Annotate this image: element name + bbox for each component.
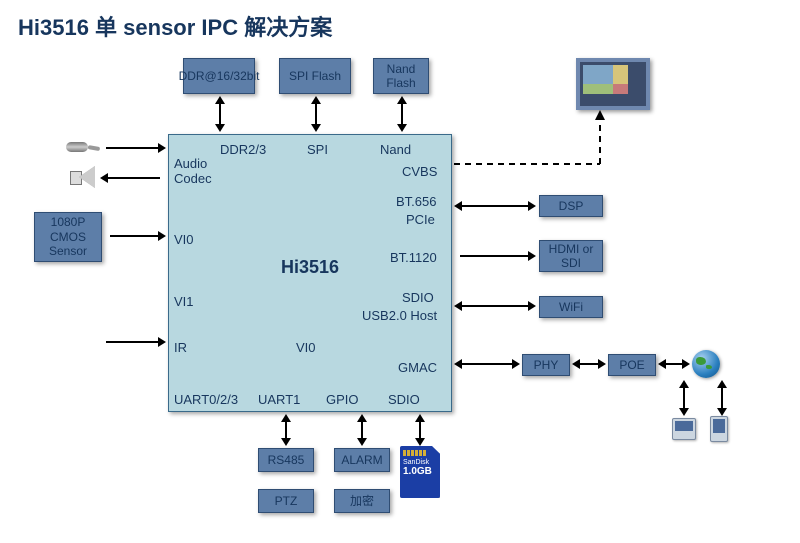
sdcard-capacity: 1.0GB: [403, 466, 437, 477]
chip-port-label: VI1: [174, 294, 194, 309]
chip-port-label: CVBS: [402, 164, 437, 179]
sdcard-icon: SanDisk 1.0GB: [400, 446, 440, 498]
arrow-a-mic: [100, 140, 166, 156]
arrow-a-cvbs: [454, 110, 630, 170]
chip-port-label: SPI: [307, 142, 328, 157]
arrow-a-sd: [412, 414, 428, 446]
arrow-a-spi: [308, 96, 324, 132]
box-alarm: ALARM: [334, 448, 390, 472]
chip-port-label: UART1: [258, 392, 300, 407]
arrow-a-phy: [454, 356, 520, 372]
box-phy: PHY: [522, 354, 570, 376]
chip-port-label: VI0: [174, 232, 194, 247]
box-hdmi: HDMI or SDI: [539, 240, 603, 272]
arrow-a-spk: [100, 170, 166, 186]
box-wifi: WiFi: [539, 296, 603, 318]
microphone-icon: [66, 140, 100, 154]
chip-port-label: Audio Codec: [174, 156, 224, 186]
box-ptz: PTZ: [258, 489, 314, 513]
chip-port-label: PCIe: [406, 212, 435, 227]
arrow-a-ddr: [212, 96, 228, 132]
box-crypto: 加密: [334, 489, 390, 513]
box-nandf: Nand Flash: [373, 58, 429, 94]
chip-port-label: BT.1120: [390, 250, 437, 265]
arrow-a-wifi: [454, 298, 536, 314]
chip-port-label: DDR2/3: [220, 142, 266, 157]
chip-port-label: Nand: [380, 142, 411, 157]
arrow-a-phpoe: [572, 356, 606, 372]
arrow-a-alarm: [354, 414, 370, 446]
chip-name: Hi3516: [281, 257, 339, 278]
arrow-a-glap: [676, 380, 692, 416]
chip-port-label: VI0: [296, 340, 316, 355]
arrow-a-ir: [100, 334, 166, 350]
chip-port-label: GPIO: [326, 392, 359, 407]
box-poe: POE: [608, 354, 656, 376]
arrow-a-sens: [104, 228, 166, 244]
box-rs485: RS485: [258, 448, 314, 472]
arrow-a-dsp: [454, 198, 536, 214]
monitor-icon: [576, 58, 650, 110]
box-sensor: 1080P CMOS Sensor: [34, 212, 102, 262]
chip-port-label: SDIO: [388, 392, 420, 407]
speaker-icon: [70, 166, 98, 188]
chip-port-label: USB2.0 Host: [362, 308, 437, 323]
box-spif: SPI Flash: [279, 58, 351, 94]
sdcard-brand: SanDisk: [403, 459, 437, 466]
box-dsp: DSP: [539, 195, 603, 217]
chip-port-label: BT.656: [396, 194, 436, 209]
page-title: Hi3516 单 sensor IPC 解决方案: [18, 10, 332, 42]
chip-port-label: IR: [174, 340, 187, 355]
chip-port-label: GMAC: [398, 360, 437, 375]
arrow-a-hdmi: [454, 248, 536, 264]
arrow-a-poeg: [658, 356, 690, 372]
chip-port-label: SDIO: [402, 290, 434, 305]
arrow-a-gpho: [714, 380, 730, 416]
laptop-icon: [672, 418, 696, 440]
chip-port-label: UART0/2/3: [174, 392, 238, 407]
phone-icon: [710, 416, 728, 442]
arrow-a-rs485: [278, 414, 294, 446]
globe-icon: [692, 350, 720, 378]
box-ddr: DDR@16/32bit: [183, 58, 255, 94]
arrow-a-nand: [394, 96, 410, 132]
